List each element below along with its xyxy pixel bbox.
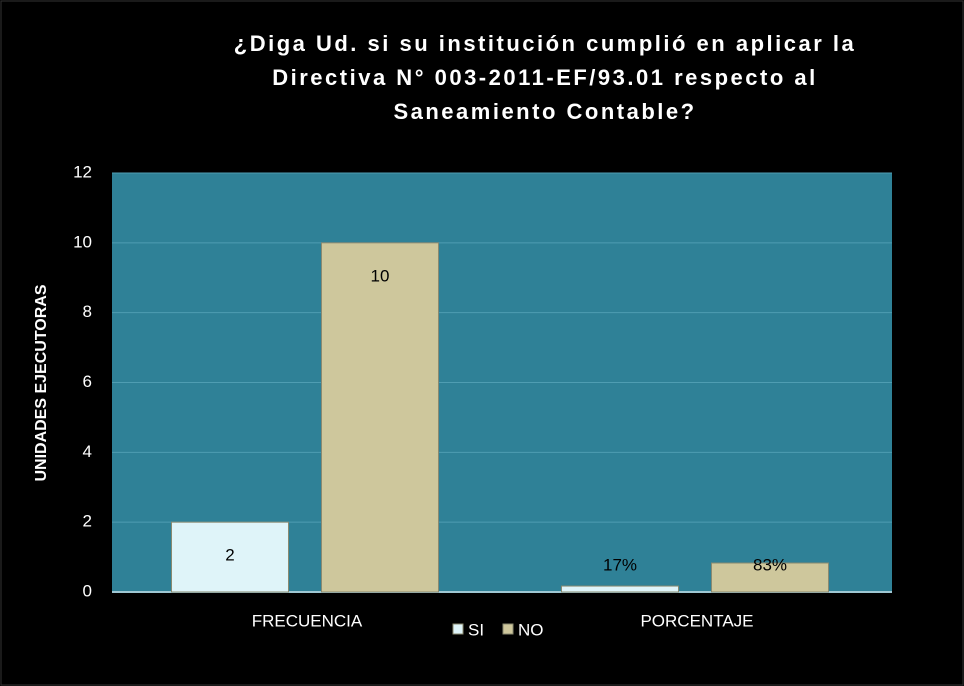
y-tick-label: 0 <box>83 581 92 600</box>
x-tick-label: PORCENTAJE <box>640 611 753 630</box>
legend-swatch <box>502 623 514 635</box>
y-tick-label: 2 <box>83 512 92 531</box>
chart-title: Directiva N° 003-2011-EF/93.01 respecto … <box>272 65 818 90</box>
data-label: 17% <box>603 555 637 574</box>
y-tick-label: 8 <box>83 302 92 321</box>
y-tick-label: 6 <box>83 372 92 391</box>
bar <box>561 585 679 593</box>
bar <box>171 521 289 593</box>
legend-label: NO <box>518 620 544 639</box>
chart-title: Saneamiento Contable? <box>393 99 696 124</box>
y-tick-label: 12 <box>73 162 92 181</box>
legend-label: SI <box>468 620 484 639</box>
chart-title: ¿Diga Ud. si su institución cumplió en a… <box>234 31 856 56</box>
bar <box>321 242 439 593</box>
data-label: 83% <box>753 555 787 574</box>
x-tick-label: FRECUENCIA <box>252 611 363 630</box>
bar <box>711 562 829 593</box>
data-label: 10 <box>371 266 390 285</box>
data-label: 2 <box>225 546 234 565</box>
y-tick-label: 4 <box>83 442 92 461</box>
y-axis-label: UNIDADES EJECUTORAS <box>33 284 50 481</box>
legend-swatch <box>452 623 464 635</box>
y-tick-label: 10 <box>73 232 92 251</box>
